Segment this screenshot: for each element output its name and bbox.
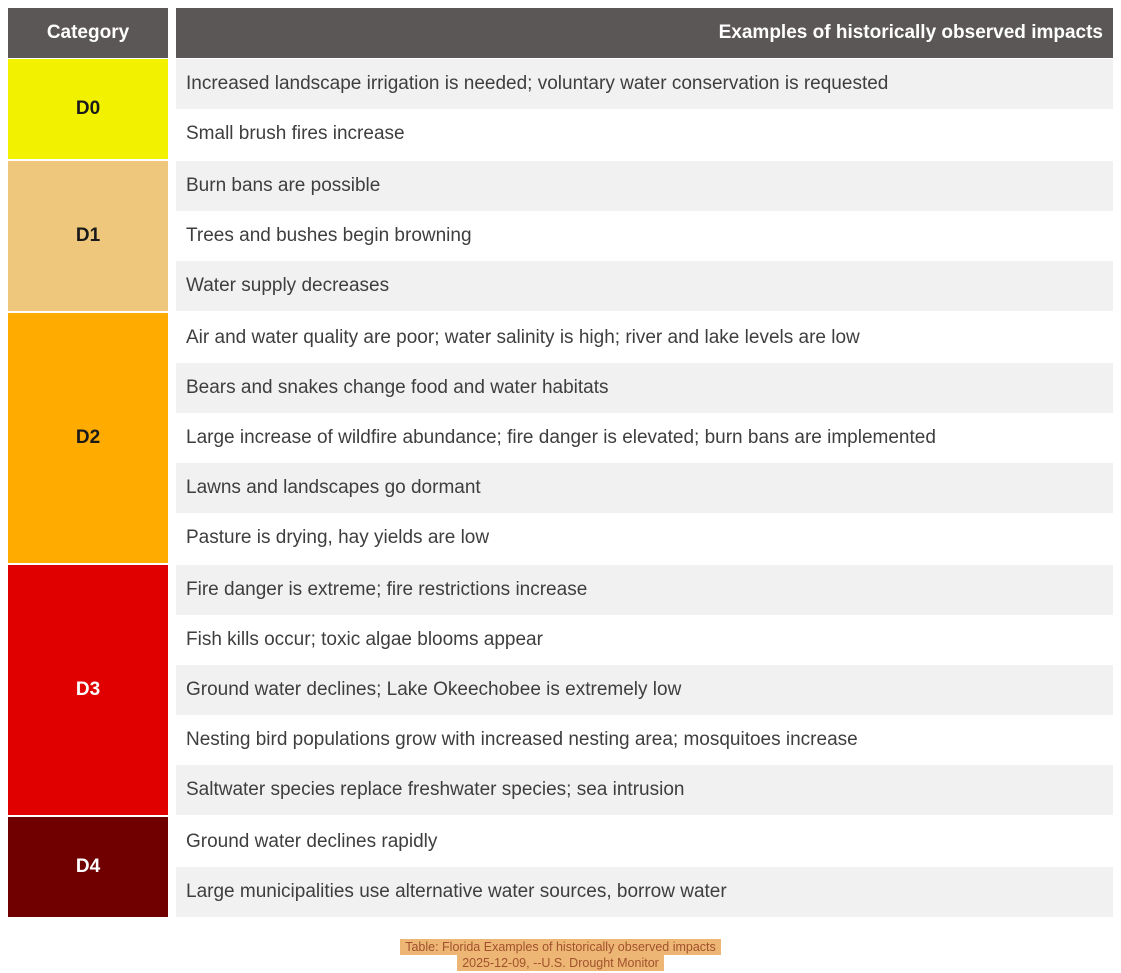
caption-title: Table: Florida Examples of historically …: [400, 939, 721, 955]
impacts-column-header: Examples of historically observed impact…: [176, 8, 1113, 58]
impact-row: Bears and snakes change food and water h…: [176, 363, 1113, 413]
table-header-row: Category Examples of historically observ…: [8, 8, 1113, 58]
table-caption: Table: Florida Examples of historically …: [8, 939, 1113, 971]
impact-row: Large municipalities use alternative wat…: [176, 867, 1113, 917]
category-column-header: Category: [8, 8, 168, 58]
impact-row: Ground water declines; Lake Okeechobee i…: [176, 665, 1113, 715]
impact-row: Large increase of wildfire abundance; fi…: [176, 413, 1113, 463]
impact-row: Ground water declines rapidly: [176, 817, 1113, 867]
impact-row: Pasture is drying, hay yields are low: [176, 513, 1113, 563]
category-section-d0: D0 Increased landscape irrigation is need…: [8, 59, 1113, 159]
caption-source-line: 2025-12-09, --U.S. Drought Monitor: [8, 955, 1113, 971]
category-section-d4: D4 Ground water declines rapidly Large mun…: [8, 817, 1113, 917]
table-body: D0 Increased landscape irrigation is need…: [8, 59, 1113, 917]
category-section-d3: D3 Fire danger is extreme; fire restricti…: [8, 565, 1113, 815]
drought-impacts-table: Category Examples of historically observ…: [8, 8, 1113, 917]
caption-title-line: Table: Florida Examples of historically …: [8, 939, 1113, 955]
impact-rows: Increased landscape irrigation is needed…: [176, 59, 1113, 159]
category-section-d1: D1 Burn bans are possible Trees and bushes…: [8, 161, 1113, 311]
impact-rows: Ground water declines rapidly Large munic…: [176, 817, 1113, 917]
impact-row: Lawns and landscapes go dormant: [176, 463, 1113, 513]
impact-row: Water supply decreases: [176, 261, 1113, 311]
impact-row: Trees and bushes begin browning: [176, 211, 1113, 261]
impact-row: Small brush fires increase: [176, 109, 1113, 159]
impact-row: Fish kills occur; toxic algae blooms app…: [176, 615, 1113, 665]
impact-row: Increased landscape irrigation is needed…: [176, 59, 1113, 109]
category-cell-d2: D2: [8, 313, 168, 563]
category-cell-d1: D1: [8, 161, 168, 311]
impact-row: Saltwater species replace freshwater spe…: [176, 765, 1113, 815]
impact-rows: Burn bans are possible Trees and bushes b…: [176, 161, 1113, 311]
impact-row: Burn bans are possible: [176, 161, 1113, 211]
category-section-d2: D2 Air and water quality are poor; water …: [8, 313, 1113, 563]
caption-source: 2025-12-09, --U.S. Drought Monitor: [457, 955, 664, 971]
impact-row: Air and water quality are poor; water sa…: [176, 313, 1113, 363]
category-cell-d0: D0: [8, 59, 168, 159]
impact-row: Nesting bird populations grow with incre…: [176, 715, 1113, 765]
impact-rows: Fire danger is extreme; fire restriction…: [176, 565, 1113, 815]
impact-row: Fire danger is extreme; fire restriction…: [176, 565, 1113, 615]
category-cell-d4: D4: [8, 817, 168, 917]
impact-rows: Air and water quality are poor; water sa…: [176, 313, 1113, 563]
category-cell-d3: D3: [8, 565, 168, 815]
